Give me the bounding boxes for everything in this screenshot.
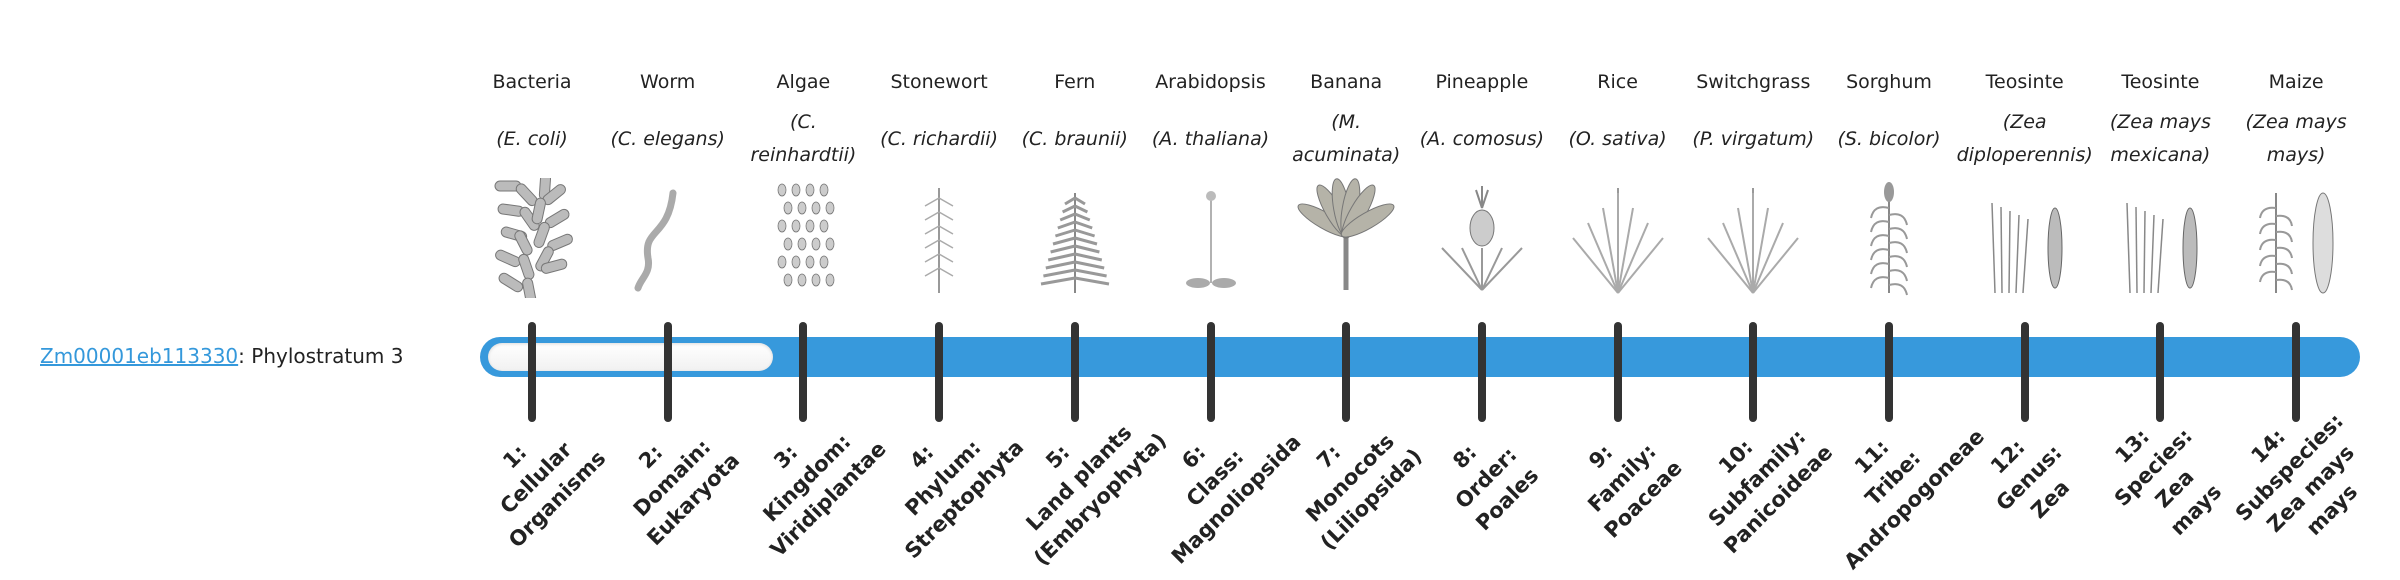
stratum-label: 4: Phylum: Streptophyta (856, 391, 1031, 566)
stratum-label: 7: Monocots (Liliopsida) (1272, 399, 1429, 556)
stratum-label: 6: Class: Magnoliopsida (1122, 385, 1307, 570)
switchgrass-icon (1685, 178, 1821, 298)
stratum-tick (1885, 322, 1893, 422)
teosinte-icon (2092, 178, 2228, 298)
rice-plant-icon (1550, 178, 1686, 298)
stratum-tick (663, 322, 672, 422)
scientific-name-text: (M. acuminata) (1292, 111, 1401, 166)
gene-id-link[interactable]: Zm00001eb113330 (40, 344, 239, 368)
organism-common-name: Worm (640, 71, 696, 93)
scientific-name-text: (Zea diploperennis) (1956, 111, 2093, 166)
sorghum-icon (1821, 178, 1957, 298)
pineapple-icon (1414, 178, 1550, 298)
scientific-name-text: (O. sativa) (1568, 127, 1667, 150)
organism-common-name: Algae (776, 71, 831, 93)
stonewort-icon (871, 178, 1007, 298)
stratum-tick (1342, 322, 1351, 422)
organism-scientific-name: (Zea diploperennis) (1957, 106, 2093, 172)
stratum-tick (2156, 322, 2165, 422)
stratum-label: 12: Genus: Zea (1968, 417, 2090, 539)
organism-scientific-name: (M. acuminata) (1278, 106, 1414, 172)
organism-common-name: Bacteria (492, 71, 572, 93)
stratum-tick (935, 322, 944, 422)
organism-common-name: Arabidopsis (1155, 71, 1266, 93)
gene-phylostratum-label: Zm00001eb113330: Phylostratum 3 (40, 341, 403, 371)
organism-scientific-name: (C. braunii) (1007, 106, 1143, 172)
stratum-label: 1: Cellular Organisms (459, 401, 612, 554)
teosinte-icon (1957, 178, 2093, 298)
stratum-label: 11: Tribe: Andropogoneae (1795, 380, 1991, 576)
stratum-label: 10: Subfamily: Panicoideae (1675, 396, 1840, 561)
scientific-name-text: (Zea mays mays) (2245, 111, 2347, 166)
phylostratum-progress-bar (480, 337, 2360, 377)
organism-common-name: Fern (1054, 71, 1096, 93)
stratum-label: 3: Kingdom: Viridiplantae (722, 392, 894, 564)
scientific-name-text: (A. comosus) (1419, 127, 1545, 150)
stratum-tick (528, 322, 536, 422)
worm-icon (600, 178, 736, 298)
scientific-name-text: (S. bicolor) (1837, 127, 1941, 150)
stratum-tick (1070, 322, 1079, 422)
stratum-tick (1477, 322, 1486, 422)
stratum-label: 8: Order: Poales (1427, 419, 1546, 538)
stratum-label: 14: Subspecies: Zea mays mays (2208, 385, 2393, 570)
organism-common-name: Rice (1597, 71, 1638, 93)
organism-scientific-name: (E. coli) (464, 106, 600, 172)
scientific-name-text: (A. thaliana) (1151, 127, 1270, 150)
organism-scientific-name: (S. bicolor) (1821, 106, 1957, 172)
scientific-name-text: (Zea mays mexicana) (2109, 111, 2211, 166)
organism-common-name: Teosinte (2121, 71, 2200, 93)
maize-icon (2228, 178, 2364, 298)
organism-common-name: Pineapple (1435, 71, 1529, 93)
organism-scientific-name: (O. sativa) (1550, 106, 1686, 172)
scientific-name-text: (C. richardii) (880, 127, 998, 150)
stratum-tick (2020, 322, 2029, 422)
stratum-tick (1206, 322, 1215, 422)
scientific-name-text: (E. coli) (496, 127, 568, 150)
stratum-tick (1749, 322, 1758, 422)
organism-scientific-name: (C. elegans) (600, 106, 736, 172)
banana-plant-icon (1278, 178, 1414, 298)
organism-scientific-name: (Zea mays mays) (2228, 106, 2364, 172)
organism-scientific-name: (P. virgatum) (1685, 106, 1821, 172)
bacteria-rods-icon (464, 173, 600, 305)
scientific-name-text: (C. braunii) (1021, 127, 1128, 150)
stratum-label: 2: Domain: Eukaryota (597, 404, 746, 553)
stratum-label: 5: Land plants (Embryophyta) (984, 384, 1173, 573)
fern-icon (1007, 178, 1143, 298)
stratum-label: 9: Family: Poaceae (1555, 411, 1689, 545)
organism-scientific-name: (Zea mays mexicana) (2092, 106, 2228, 172)
organism-scientific-name: (A. thaliana) (1143, 106, 1279, 172)
scientific-name-text: (P. virgatum) (1692, 127, 1815, 150)
stratum-tick (1613, 322, 1622, 422)
organism-common-name: Switchgrass (1696, 71, 1811, 93)
organism-scientific-name: (C. richardii) (871, 106, 1007, 172)
organism-scientific-name: (C. reinhardtii) (735, 106, 871, 172)
scientific-name-text: (C. reinhardtii) (750, 111, 857, 166)
stratum-tick (2292, 322, 2301, 422)
scientific-name-text: (C. elegans) (610, 127, 725, 150)
organism-common-name: Sorghum (1846, 71, 1932, 93)
stratum-tick (799, 322, 808, 422)
organism-common-name: Teosinte (1985, 71, 2064, 93)
organism-common-name: Banana (1310, 71, 1383, 93)
organism-common-name: Maize (2268, 71, 2324, 93)
arabidopsis-icon (1143, 178, 1279, 298)
organism-scientific-name: (A. comosus) (1414, 106, 1550, 172)
phylostratum-text: : Phylostratum 3 (238, 344, 404, 368)
algae-cells-icon (735, 178, 871, 298)
organism-common-name: Stonewort (890, 71, 988, 93)
